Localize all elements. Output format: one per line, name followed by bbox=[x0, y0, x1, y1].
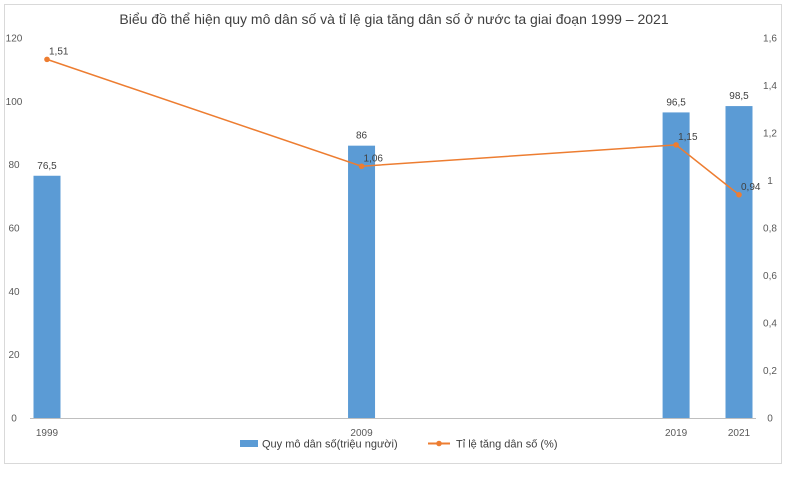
population-bars bbox=[33, 106, 753, 419]
population-bar bbox=[662, 112, 690, 419]
right-tick-label: 0,2 bbox=[763, 366, 777, 377]
growth-rate-point bbox=[358, 163, 365, 170]
population-bar bbox=[348, 145, 376, 418]
growth-rate-label: 1,51 bbox=[49, 46, 69, 57]
left-tick-label: 80 bbox=[8, 160, 20, 171]
right-tick-label: 1,6 bbox=[763, 34, 777, 45]
population-bar-labels: 76,5 86 96,5 98,5 bbox=[37, 91, 749, 172]
x-tick-label: 2021 bbox=[728, 428, 751, 439]
x-axis-ticks: 1999 2009 2019 2021 bbox=[36, 428, 751, 439]
legend: Quy mô dân số(triệu người) Tỉ lệ tăng dâ… bbox=[240, 439, 558, 451]
right-axis-ticks: 0 0,2 0,4 0,6 0,8 1 1,2 1,4 1,6 bbox=[763, 34, 777, 425]
right-tick-label: 1,2 bbox=[763, 129, 777, 140]
right-tick-label: 1,4 bbox=[763, 81, 777, 92]
left-tick-label: 0 bbox=[11, 414, 17, 425]
population-bar bbox=[33, 175, 61, 418]
population-bar bbox=[725, 106, 753, 418]
legend-line-label: Tỉ lệ tăng dân số (%) bbox=[456, 439, 558, 451]
left-tick-label: 40 bbox=[8, 287, 20, 298]
growth-rate-point bbox=[44, 56, 50, 63]
right-tick-label: 0,6 bbox=[763, 271, 777, 282]
left-tick-label: 120 bbox=[6, 34, 23, 45]
right-tick-label: 0,4 bbox=[763, 319, 777, 330]
left-tick-label: 100 bbox=[6, 97, 23, 108]
legend-bar-label: Quy mô dân số(triệu người) bbox=[262, 439, 398, 451]
population-bar-label: 76,5 bbox=[37, 161, 57, 172]
population-bar-label: 96,5 bbox=[666, 97, 686, 108]
growth-rate-point bbox=[673, 142, 679, 148]
chart-frame bbox=[4, 4, 782, 464]
growth-rate-label: 1,06 bbox=[364, 153, 384, 164]
population-bar-label: 98,5 bbox=[729, 91, 749, 102]
growth-rate-line bbox=[44, 56, 742, 198]
growth-rate-polyline bbox=[46, 58, 740, 196]
population-bar-label: 86 bbox=[356, 131, 368, 142]
right-tick-label: 0,8 bbox=[763, 224, 777, 235]
growth-rate-point bbox=[736, 191, 742, 198]
left-tick-label: 20 bbox=[8, 350, 20, 361]
x-tick-label: 1999 bbox=[36, 428, 59, 439]
right-tick-label: 1 bbox=[767, 176, 773, 187]
legend-line-marker bbox=[436, 440, 442, 447]
growth-rate-label: 0,94 bbox=[741, 182, 761, 193]
right-tick-label: 0 bbox=[767, 414, 773, 425]
growth-rate-labels: 1,51 1,06 1,15 0,94 bbox=[49, 46, 761, 192]
x-tick-label: 2009 bbox=[350, 428, 373, 439]
growth-rate-label: 1,15 bbox=[678, 132, 698, 143]
left-tick-label: 60 bbox=[8, 224, 20, 235]
chart-title: Biểu đồ thể hiện quy mô dân số và tỉ lệ … bbox=[119, 11, 668, 27]
left-axis-ticks: 0 20 40 60 80 100 120 bbox=[6, 34, 23, 425]
x-tick-label: 2019 bbox=[665, 428, 688, 439]
legend-bar-swatch bbox=[240, 440, 258, 447]
